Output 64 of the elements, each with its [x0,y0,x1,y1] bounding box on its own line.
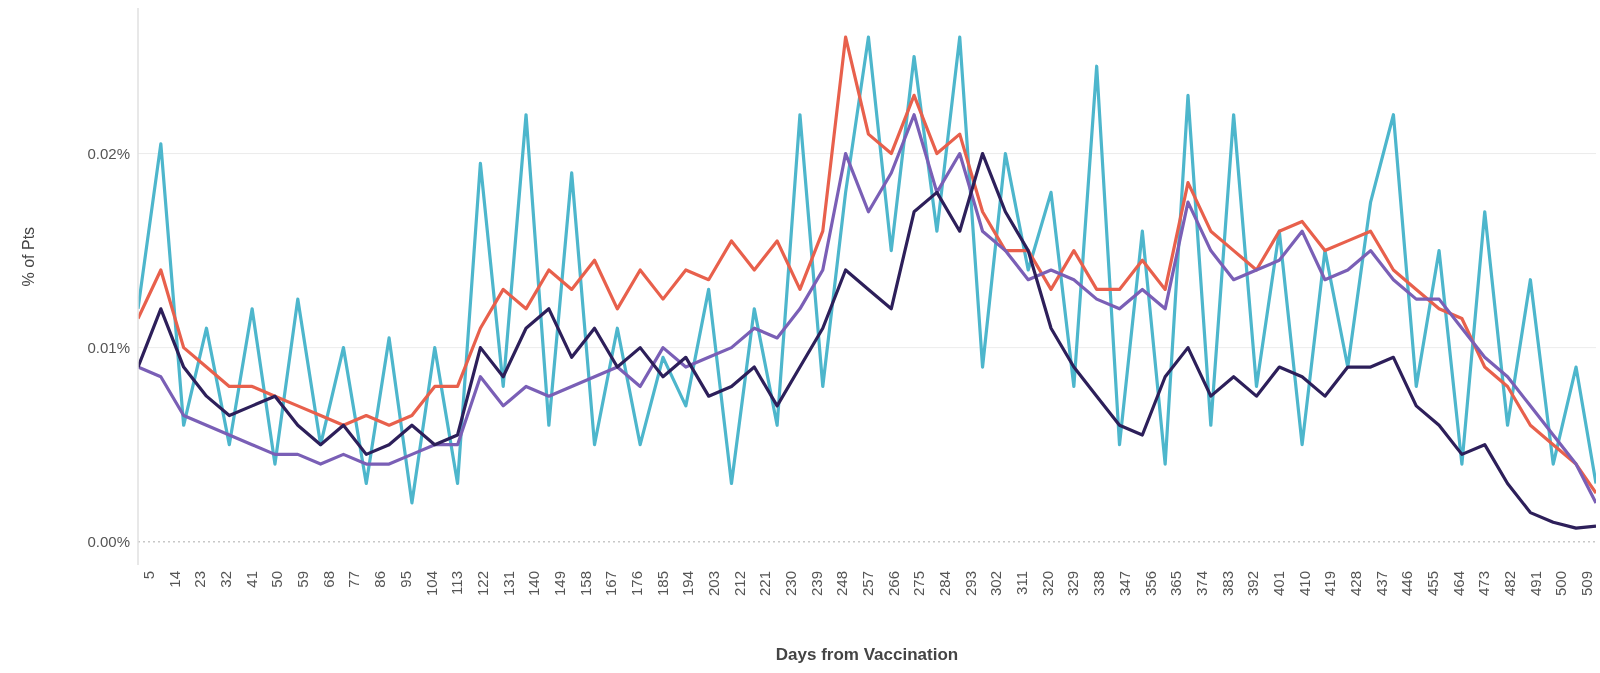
x-tick-label: 383 [1218,571,1236,597]
x-tick-label: 86 [371,571,389,588]
x-tick-label: 77 [345,571,363,588]
x-tick-label: 446 [1398,571,1416,597]
x-tick-label: 113 [448,571,466,595]
line-series [138,113,1596,505]
x-tick-label: 23 [191,571,209,588]
x-tick-label: 455 [1424,571,1442,597]
x-tick-label: 257 [859,571,877,597]
x-tick-label: 41 [242,571,260,588]
x-tick-label: 131 [499,571,517,597]
x-tick-label: 149 [550,571,568,597]
x-tick-label: 509 [1578,571,1596,597]
x-tick-label: 158 [576,571,594,597]
y-axis-title: % of Pts [19,226,37,287]
x-tick-label: 203 [705,571,722,597]
x-tick-label: 437 [1372,571,1390,597]
x-tick-label: 50 [268,571,286,588]
x-tick-label: 266 [884,571,902,597]
x-tick-label: 32 [217,571,235,588]
x-tick-label: 500 [1552,571,1570,597]
x-tick-label: 320 [1038,571,1056,597]
y-tick-label: 0.02% [87,144,130,162]
x-tick-label: 221 [756,571,774,597]
x-tick-label: 275 [910,571,928,597]
x-tick-label: 464 [1449,571,1467,597]
x-tick-label: 482 [1501,571,1519,597]
x-tick-label: 95 [396,571,414,588]
x-tick-label: 104 [422,571,440,597]
x-tick-label: 329 [1064,571,1082,597]
x-tick-label: 176 [627,571,645,597]
line-series [138,151,1596,530]
x-tick-label: 419 [1321,571,1339,597]
x-tick-label: 194 [679,571,697,597]
x-tick-label: 140 [525,571,543,597]
x-tick-label: 185 [653,571,671,597]
y-tick-label: 0.01% [87,338,130,356]
x-tick-label: 365 [1167,571,1185,597]
x-axis-title: Days from Vaccination [775,645,959,664]
x-tick-label: 239 [807,571,825,597]
x-tick-label: 284 [936,571,954,597]
x-tick-label: 401 [1269,571,1287,597]
x-tick-label: 392 [1244,571,1262,597]
x-tick-label: 356 [1141,571,1159,597]
x-tick-label: 473 [1475,571,1493,597]
x-tick-label: 248 [833,571,851,597]
x-tick-label: 428 [1346,571,1364,597]
x-tick-label: 5 [140,571,158,580]
x-tick-label: 374 [1192,571,1210,597]
x-tick-label: 122 [473,571,491,597]
x-tick-label: 410 [1295,571,1313,597]
x-tick-label: 293 [961,571,979,597]
x-tick-label: 311 [1013,571,1031,595]
x-tick-label: 68 [319,571,337,588]
x-tick-label: 212 [730,571,748,597]
x-tick-label: 59 [294,571,312,588]
x-tick-label: 302 [987,571,1005,597]
x-tick-label: 491 [1526,571,1544,597]
y-tick-label: 0.00% [87,533,130,551]
x-tick-label: 14 [165,571,183,588]
x-tick-label: 347 [1115,571,1133,597]
x-tick-label: 338 [1090,571,1108,597]
x-tick-label: 167 [602,571,620,597]
x-tick-label: 230 [782,571,800,597]
